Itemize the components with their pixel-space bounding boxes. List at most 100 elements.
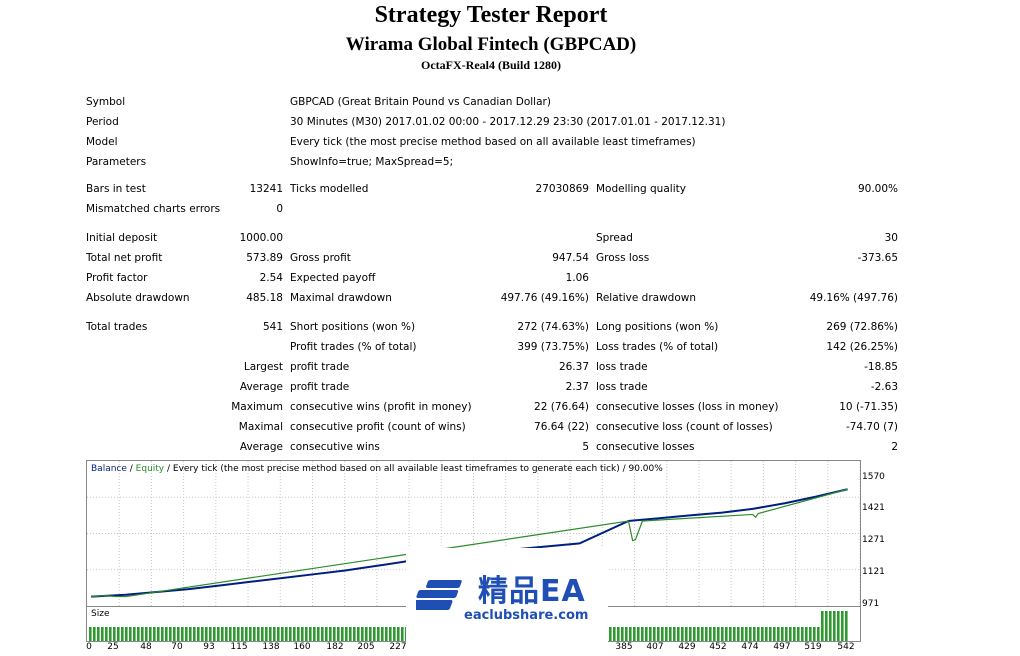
size-bar [229,627,232,641]
size-bar [693,627,696,641]
size-bar [789,627,792,641]
x-tick-label: 497 [773,642,791,652]
watermark: 精品EA eaclubshare.com [406,548,608,652]
deposit-value: 1000.00 [239,232,283,244]
size-bar [265,627,268,641]
largest-profit-label: profit trade [290,361,350,373]
netprofit-label: Total net profit [86,252,163,264]
size-bar [349,627,352,641]
size-bar [653,627,656,641]
size-bar [297,627,300,641]
size-bar [205,627,208,641]
model-label: Model [86,136,118,148]
size-bar [197,627,200,641]
size-bar [817,627,820,641]
ticks-label: Ticks modelled [290,183,369,195]
average-loss-value: -2.63 [870,381,898,393]
maximal-profit-value: 76.64 (22) [534,421,589,433]
x-tick-label: 407 [646,642,664,652]
size-bar [649,627,652,641]
size-bar [389,627,392,641]
ticks-value: 27030869 [535,183,589,195]
mismatch-value: 0 [276,203,283,215]
size-bar [765,627,768,641]
size-bar [397,627,400,641]
size-bar [673,627,676,641]
spread-value: 30 [884,232,898,244]
x-tick-label: 25 [107,642,119,652]
size-bar [257,627,260,641]
bars-value: 13241 [249,183,283,195]
size-bar [217,627,220,641]
size-bar [109,627,112,641]
size-bar [181,627,184,641]
deposit-label: Initial deposit [86,232,158,244]
grossloss-label: Gross loss [596,252,650,264]
size-bar [233,627,236,641]
quality-value: 90.00% [857,183,898,195]
size-bar [393,627,396,641]
spread-label: Spread [596,232,633,244]
size-bar [289,627,292,641]
balance-chart: Balance / Equity / Every tick (the most … [86,460,861,607]
mismatch-label: Mismatched charts errors [86,203,221,215]
largest-loss-label: loss trade [596,361,648,373]
short-value: 272 (74.63%) [517,321,589,333]
size-bar [285,627,288,641]
maximum-label: Maximum [231,401,283,413]
loss-trades-value: 142 (26.25%) [826,341,898,353]
profitfactor-value: 2.54 [259,272,283,284]
average-profit-value: 2.37 [565,381,589,393]
size-bar [781,627,784,641]
avg-losses-value: 2 [891,441,898,453]
size-bar [721,627,724,641]
size-bar [269,627,272,641]
max-losses-value: 10 (-71.35) [839,401,898,413]
grossprofit-label: Gross profit [290,252,351,264]
legend-equity: Equity [135,464,165,474]
period-label: Period [86,116,119,128]
size-bar [617,627,620,641]
x-tick-label: 138 [262,642,280,652]
netprofit-value: 573.89 [246,252,283,264]
size-bar [797,627,800,641]
size-bar [369,627,372,641]
size-bar [177,627,180,641]
long-label: Long positions (won %) [596,321,719,333]
size-bar [309,627,312,641]
size-bar [333,627,336,641]
size-bar [725,627,728,641]
legend-sep: / [126,464,136,474]
size-bar [213,627,216,641]
size-bar [761,627,764,641]
x-tick-label: 474 [741,642,759,652]
chart-legend: Balance / Equity / Every tick (the most … [91,464,663,474]
size-bar [169,627,172,641]
size-bar [129,627,132,641]
size-bar [609,627,612,641]
size-bar [745,627,748,641]
absdd-label: Absolute drawdown [86,292,190,304]
profit-trades-label: Profit trades (% of total) [290,341,417,353]
size-bar [677,627,680,641]
size-bar [357,627,360,641]
size-bar [241,627,244,641]
size-bar [837,611,840,641]
watermark-title: 精品EA [478,574,586,609]
size-bar [753,627,756,641]
size-bar [361,627,364,641]
watermark-url: eaclubshare.com [464,608,589,623]
size-bar [729,627,732,641]
size-bar [165,627,168,641]
size-bar [277,627,280,641]
reldd-label: Relative drawdown [596,292,697,304]
size-bar [681,627,684,641]
bars-label: Bars in test [86,183,146,195]
legend-balance: Balance [91,464,127,474]
maximal-profit-label: consecutive profit (count of wins) [290,421,466,433]
largest-label: Largest [243,361,283,373]
size-bar [225,627,228,641]
size-bar [801,627,804,641]
size-bar [141,627,144,641]
size-bar [709,627,712,641]
